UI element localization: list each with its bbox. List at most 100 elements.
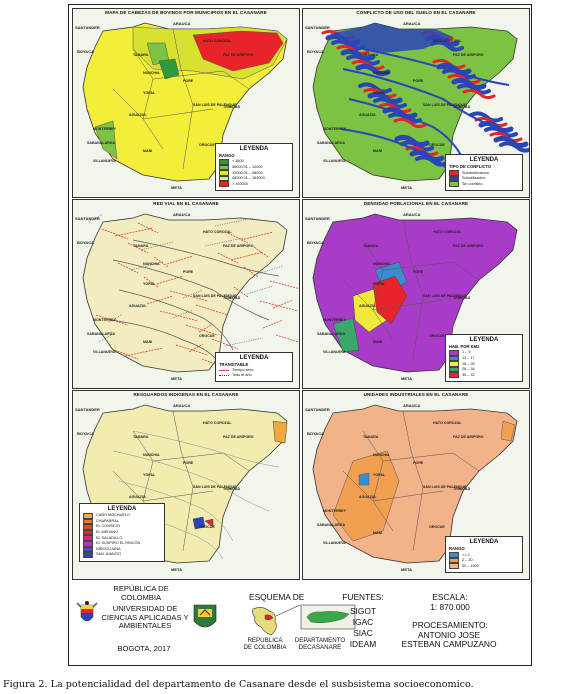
- municipality-border: [452, 261, 480, 281]
- road-segment: [111, 348, 139, 360]
- place-label-boyaca: BOYACA: [307, 240, 324, 245]
- place-label-meta: META: [171, 185, 183, 190]
- municipality-border: [142, 108, 214, 120]
- place-label-pore: PORE: [183, 461, 194, 465]
- legend-swatch: [449, 175, 459, 182]
- legend-item: < 3600: [219, 159, 289, 165]
- municipality-border: [372, 490, 444, 502]
- place-label-hato-corozal: HATO COROZAL: [433, 39, 462, 43]
- place-label-hato-corozal: HATO COROZAL: [203, 39, 232, 43]
- road-segment: [230, 251, 264, 261]
- conflict-patch: [462, 88, 496, 100]
- place-label-orocue: OROCUE: [199, 525, 215, 529]
- municipality-border: [152, 452, 224, 462]
- map-legend: LEYENDA HAB. POR KM2 1 – 9 13 – 17 18 – 25 26…: [445, 334, 523, 382]
- legend-subtitle: TIPO DE CONFLICTO: [449, 164, 492, 170]
- municipality-border: [362, 430, 394, 532]
- municipality-border: [372, 299, 444, 311]
- legend-swatch: [449, 366, 459, 373]
- place-label-pore: PORE: [183, 79, 194, 83]
- panel-title: UNIDADES INDUSTRIALES EN EL CASANARE: [363, 392, 469, 397]
- conflict-patch: [331, 39, 365, 51]
- legend-item: EL MEDANO: [83, 529, 161, 536]
- legend-swatch: [449, 361, 459, 367]
- legend-label: CHAPARRAL: [96, 518, 119, 523]
- figure-caption: Figura 2. La potencialidad del departame…: [3, 679, 474, 690]
- place-label-villanueva: VILLANUEVA: [323, 350, 346, 354]
- legend-swatch: [449, 350, 459, 356]
- region-paz-de-ariporo: [192, 30, 284, 72]
- casanare-outline: [82, 213, 288, 373]
- conflict-patch: [484, 126, 518, 138]
- place-label-trinidad: TRINIDAD: [453, 296, 471, 300]
- place-label-trinidad: TRINIDAD: [453, 487, 471, 491]
- place-label-arauca: ARAUCA: [173, 21, 191, 26]
- map-footer: REPÚBLICA DE COLOMBIA UNIVERSIDAD DE CIE…: [69, 583, 531, 665]
- subutilization-zone: [333, 23, 453, 53]
- ciudad-fecha-text: BOGOTA, 2017: [117, 644, 171, 653]
- university-shield-icon: [193, 604, 217, 628]
- municipality-border: [182, 486, 194, 552]
- legend-swatch: [219, 175, 229, 182]
- road-segment: [240, 231, 274, 241]
- place-label-sabanalarga: SABANALARGA: [317, 332, 346, 336]
- place-label-tamara: TAMARA: [133, 53, 149, 57]
- place-label-trinidad: TRINIDAD: [223, 487, 241, 491]
- panel-map-graphic: [82, 213, 299, 373]
- map-panel: RESGUARDOS INDIGENAS EN EL CASANARE ARAUC…: [72, 390, 300, 580]
- place-label-boyaca: BOYACA: [77, 431, 94, 436]
- conflict-patch: [393, 117, 427, 129]
- place-label-tamara: TAMARA: [363, 244, 379, 248]
- municipality-border: [402, 410, 424, 488]
- place-label-aguazul: AGUAZUL: [129, 113, 147, 117]
- conflict-patch: [346, 54, 380, 66]
- place-label-monterrey: MONTERREY: [323, 509, 346, 513]
- municipality-border: [172, 28, 194, 106]
- road-segment: [188, 343, 204, 353]
- legend-item: 48000.01 – 163000: [219, 175, 289, 182]
- conflict-patch: [340, 48, 376, 62]
- fuente-sigot: SIGOT: [349, 606, 377, 616]
- place-label-aguazul: AGUAZUL: [359, 304, 377, 308]
- conflict-patch: [358, 82, 392, 94]
- place-label-arauca: ARAUCA: [403, 403, 421, 408]
- esquema-republica-label: REPUBLICA DE COLOMBIA: [243, 637, 287, 651]
- municipality-border: [342, 470, 374, 502]
- legend-item: Sin conflicto: [449, 181, 519, 187]
- place-label-santander: SANTANDER: [305, 216, 330, 221]
- place-label-pore: PORE: [413, 79, 424, 83]
- legend-swatch: [449, 372, 459, 378]
- legend-label: <= 2: [462, 552, 470, 557]
- legend-swatch: [83, 513, 93, 519]
- place-label-santander: SANTANDER: [305, 25, 330, 30]
- footer-graphics: [76, 601, 356, 636]
- legend-item: 26 – 34: [449, 366, 519, 373]
- legend-label: < 3600: [232, 159, 244, 164]
- legend-label: 30 – 1500: [462, 563, 479, 568]
- fuentes-title: FUENTES:: [342, 592, 384, 602]
- escala-value: 1: 870.000: [430, 602, 470, 612]
- conflict-patch: [400, 140, 434, 152]
- legend-label: EL CONSEJO: [96, 524, 120, 529]
- road-segment: [217, 252, 239, 264]
- place-label-arauca: ARAUCA: [173, 212, 191, 217]
- road-segment: [130, 261, 164, 271]
- place-label-boyaca: BOYACA: [77, 240, 94, 245]
- map-legend: LEYENDA TRANSITABLE Tiempo seco Todo el año: [215, 352, 293, 382]
- legend-swatch: [219, 170, 229, 176]
- map-panel: RED VIAL EN EL CASANARE ARAUCA BOYACA SANTA…: [72, 199, 300, 389]
- municipality-border: [412, 486, 424, 552]
- legend-swatch: [83, 540, 93, 547]
- legend-title: LEYENDA: [239, 355, 269, 361]
- place-label-trinidad: TRINIDAD: [223, 296, 241, 300]
- place-label-nunchia: NUNCHIA: [373, 262, 390, 266]
- panel-title: RESGUARDOS INDIGENAS EN EL CASANARE: [133, 392, 239, 397]
- legend-swatch: [219, 159, 229, 165]
- place-label-santander: SANTANDER: [75, 407, 100, 412]
- panel-title: MAPA DE CABEZAS DE BOVINOS POR MUNICIPIO…: [105, 10, 267, 15]
- municipality-border: [142, 490, 214, 502]
- place-label-mani: MANI: [143, 340, 153, 344]
- esquema-departamento-label: DEPARTAMENTO DECASANARE: [294, 637, 346, 651]
- place-label-hato-corozal: HATO COROZAL: [433, 230, 462, 234]
- legend-title: LEYENDA: [469, 337, 499, 344]
